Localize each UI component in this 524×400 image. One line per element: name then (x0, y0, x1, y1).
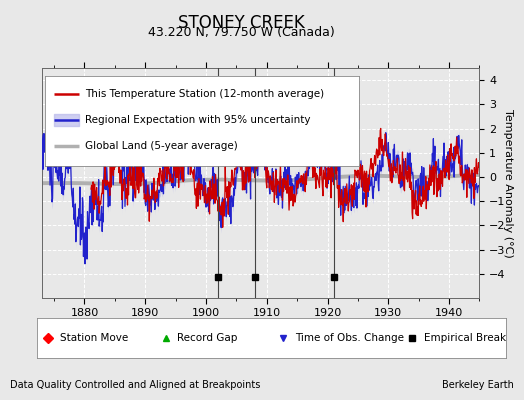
Text: Time of Obs. Change: Time of Obs. Change (294, 333, 403, 343)
Text: Berkeley Earth: Berkeley Earth (442, 380, 514, 390)
Text: Station Move: Station Move (60, 333, 128, 343)
Text: 43.220 N, 79.750 W (Canada): 43.220 N, 79.750 W (Canada) (148, 26, 334, 39)
Text: This Temperature Station (12-month average): This Temperature Station (12-month avera… (85, 89, 324, 99)
Text: Data Quality Controlled and Aligned at Breakpoints: Data Quality Controlled and Aligned at B… (10, 380, 261, 390)
Text: Regional Expectation with 95% uncertainty: Regional Expectation with 95% uncertaint… (85, 115, 311, 125)
Text: Record Gap: Record Gap (177, 333, 238, 343)
Text: Global Land (5-year average): Global Land (5-year average) (85, 141, 238, 151)
Text: Empirical Break: Empirical Break (423, 333, 506, 343)
Y-axis label: Temperature Anomaly (°C): Temperature Anomaly (°C) (503, 109, 512, 257)
Text: STONEY CREEK: STONEY CREEK (178, 14, 304, 32)
